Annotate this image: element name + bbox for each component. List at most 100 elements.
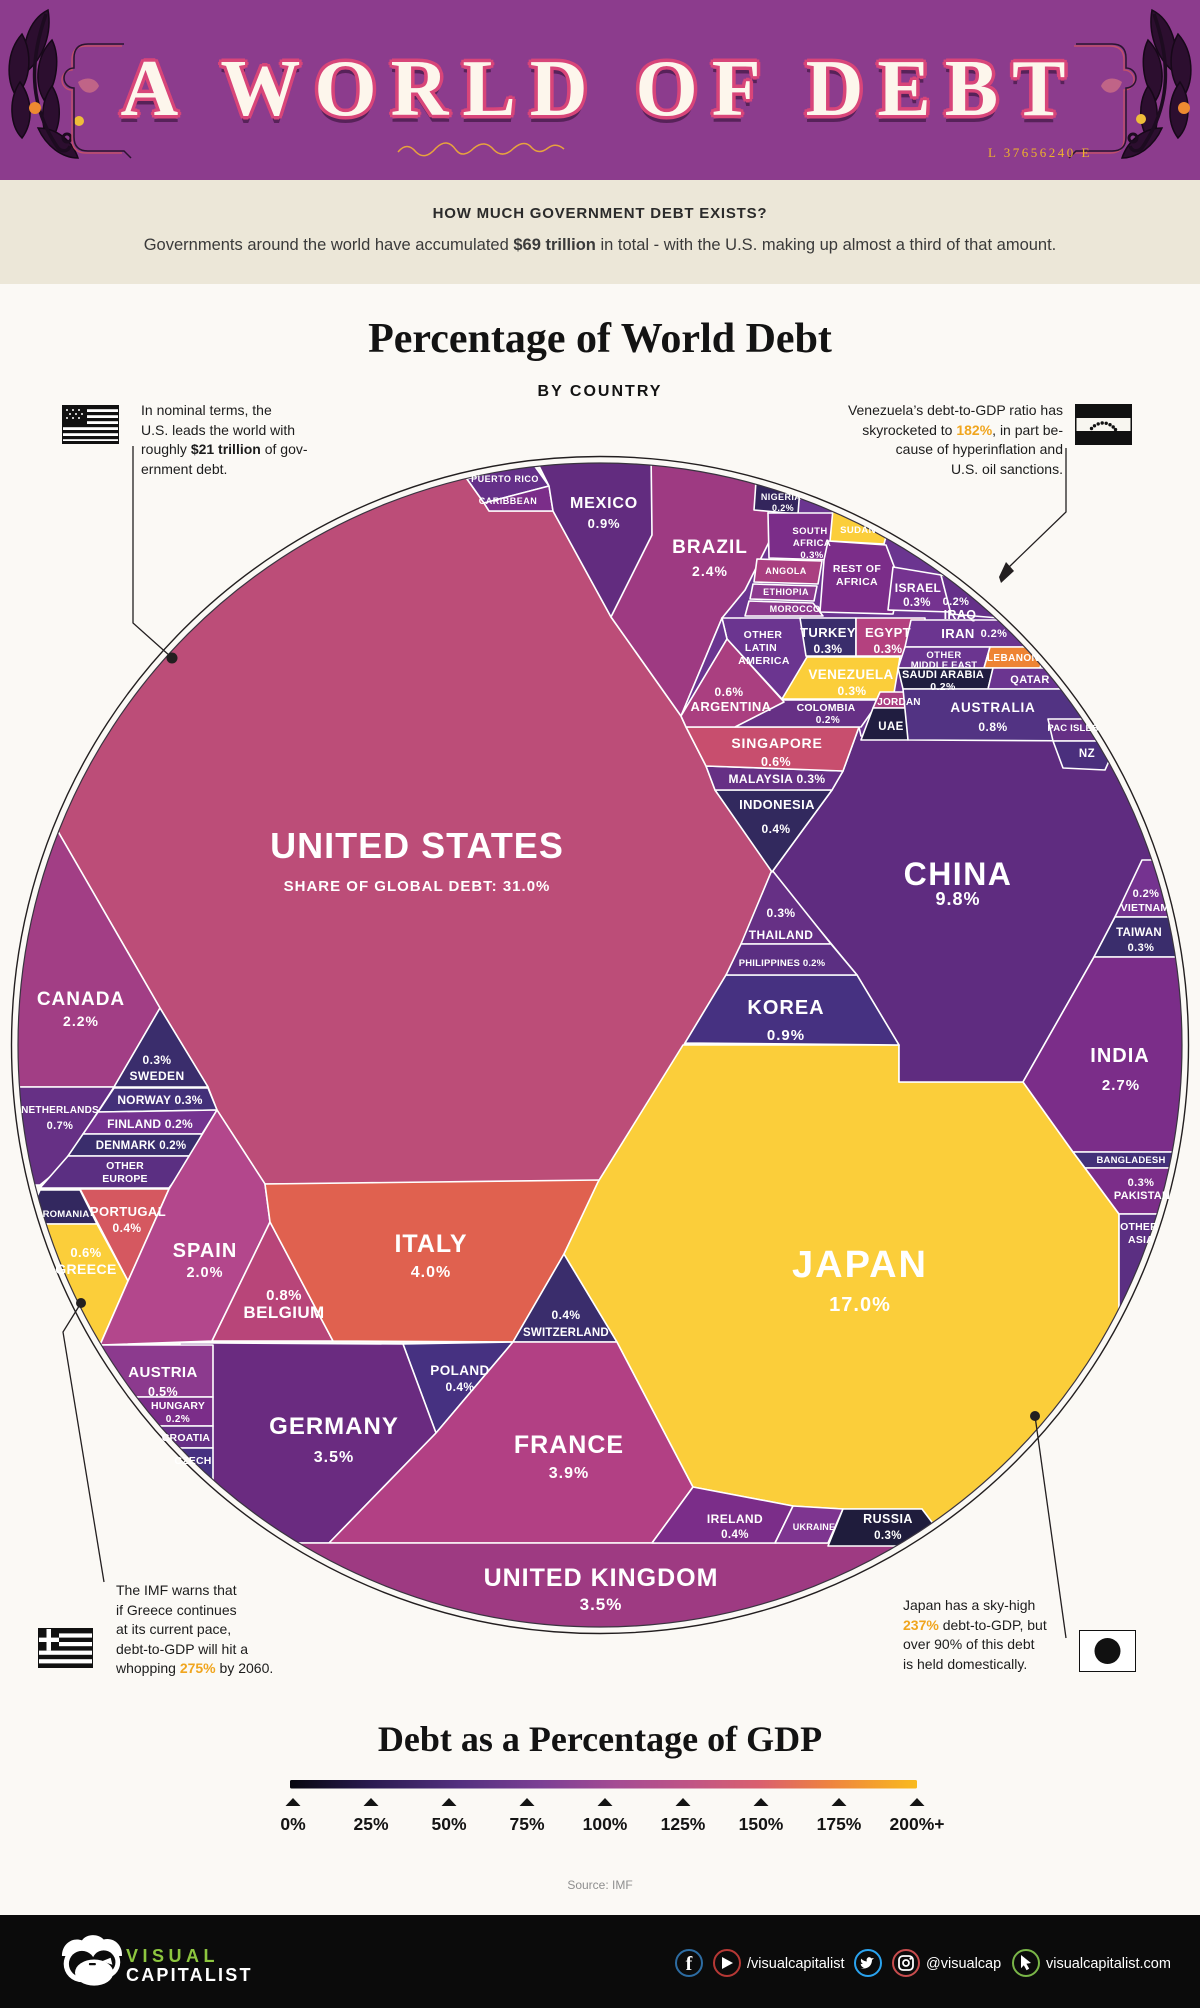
svg-text:UNITED STATES: UNITED STATES — [270, 825, 564, 866]
svg-text:50%: 50% — [431, 1814, 466, 1834]
svg-text:RUSSIA: RUSSIA — [863, 1512, 913, 1526]
svg-text:0.8%: 0.8% — [266, 1287, 302, 1304]
svg-text:2.2%: 2.2% — [63, 1013, 99, 1029]
svg-text:OTHER: OTHER — [744, 629, 783, 641]
svg-text:VENEZUELA: VENEZUELA — [808, 667, 893, 682]
svg-text:ASIA: ASIA — [1128, 1234, 1154, 1246]
svg-text:PAKISTAN: PAKISTAN — [1114, 1190, 1170, 1202]
svg-text:0.3%: 0.3% — [143, 1053, 172, 1067]
svg-text:17.0%: 17.0% — [829, 1294, 891, 1316]
svg-text:CANADA: CANADA — [37, 989, 125, 1010]
svg-text:MIDDLE EAST: MIDDLE EAST — [911, 660, 978, 671]
svg-text:IRAN: IRAN — [941, 626, 974, 641]
svg-text:AMERICA: AMERICA — [738, 655, 790, 667]
svg-text:SHARE OF GLOBAL DEBT: 31.0%: SHARE OF GLOBAL DEBT: 31.0% — [284, 878, 551, 895]
svg-text:LATIN: LATIN — [745, 642, 777, 654]
svg-text:0.2%: 0.2% — [1133, 888, 1160, 900]
svg-text:0.3%: 0.3% — [800, 550, 823, 561]
svg-text:MOROCCO: MOROCCO — [770, 604, 821, 614]
svg-text:2.0%: 2.0% — [186, 1265, 223, 1281]
svg-text:0.2%: 0.2% — [930, 681, 956, 693]
svg-text:COLOMBIA: COLOMBIA — [797, 702, 856, 714]
svg-text:0.8%: 0.8% — [978, 720, 1007, 734]
svg-text:0.2%: 0.2% — [816, 715, 840, 726]
svg-text:UKRAINE: UKRAINE — [793, 1522, 835, 1532]
svg-text:PHILIPPINES 0.2%: PHILIPPINES 0.2% — [739, 958, 826, 969]
svg-text:IRAQ: IRAQ — [944, 608, 977, 622]
svg-text:0.2%: 0.2% — [772, 503, 794, 513]
svg-text:175%: 175% — [817, 1814, 862, 1834]
svg-text:4.0%: 4.0% — [411, 1264, 451, 1281]
svg-text:QATAR: QATAR — [1010, 674, 1049, 686]
svg-text:HUNGARY: HUNGARY — [151, 1400, 205, 1412]
svg-text:150%: 150% — [739, 1814, 784, 1834]
svg-text:BRAZIL: BRAZIL — [672, 537, 748, 558]
svg-text:NORWAY 0.3%: NORWAY 0.3% — [117, 1093, 202, 1107]
svg-text:25%: 25% — [353, 1814, 388, 1834]
svg-text:UNITED KINGDOM: UNITED KINGDOM — [484, 1564, 719, 1592]
svg-text:OTHER: OTHER — [1120, 1221, 1158, 1233]
svg-text:EUROPE: EUROPE — [102, 1173, 148, 1185]
svg-text:75%: 75% — [509, 1814, 544, 1834]
svg-text:AUSTRIA: AUSTRIA — [128, 1364, 197, 1381]
svg-text:3.9%: 3.9% — [549, 1465, 589, 1482]
svg-text:0.4%: 0.4% — [762, 822, 791, 836]
svg-text:POLAND: POLAND — [430, 1363, 489, 1378]
svg-text:0.3%: 0.3% — [767, 906, 796, 920]
svg-text:200%+: 200%+ — [890, 1814, 945, 1834]
svg-text:BANGLADESH: BANGLADESH — [1096, 1155, 1165, 1166]
svg-text:0.4%: 0.4% — [552, 1308, 581, 1322]
svg-text:0.3%: 0.3% — [838, 684, 867, 698]
svg-text:CARIBBEAN: CARIBBEAN — [479, 496, 538, 506]
svg-text:3.5%: 3.5% — [314, 1449, 354, 1466]
svg-text:0.3%: 0.3% — [1128, 1177, 1155, 1189]
svg-text:SUDAN: SUDAN — [840, 525, 876, 536]
svg-text:CROATIA: CROATIA — [162, 1432, 211, 1444]
svg-text:JAPAN: JAPAN — [792, 1244, 928, 1286]
svg-text:NZ: NZ — [1079, 748, 1095, 760]
svg-text:VISUAL: VISUAL — [126, 1946, 219, 1966]
svg-text:FINLAND 0.2%: FINLAND 0.2% — [107, 1117, 193, 1131]
svg-text:0.6%: 0.6% — [715, 685, 744, 699]
svg-text:0.2%: 0.2% — [943, 596, 970, 608]
svg-text:0%: 0% — [280, 1814, 306, 1834]
svg-text:ROMANIA: ROMANIA — [43, 1209, 90, 1220]
svg-text:CAPITALIST: CAPITALIST — [126, 1965, 253, 1985]
svg-text:0.9%: 0.9% — [767, 1027, 805, 1044]
svg-text:THAILAND: THAILAND — [749, 928, 814, 942]
svg-text:PUERTO RICO: PUERTO RICO — [471, 474, 539, 484]
svg-text:CHINA: CHINA — [904, 856, 1013, 892]
svg-text:INDONESIA: INDONESIA — [739, 797, 815, 812]
svg-text:0.2%: 0.2% — [166, 1414, 190, 1425]
svg-text:2.4%: 2.4% — [692, 563, 728, 579]
svg-text:MALAYSIA 0.3%: MALAYSIA 0.3% — [728, 772, 825, 786]
svg-text:0.6%: 0.6% — [761, 755, 791, 769]
svg-text:FRANCE: FRANCE — [514, 1431, 624, 1459]
svg-text:LEBANON: LEBANON — [987, 653, 1039, 664]
svg-text:PAC ISLES: PAC ISLES — [1047, 723, 1098, 734]
svg-text:NETHERLANDS: NETHERLANDS — [21, 1105, 99, 1116]
svg-text:/visualcapitalist: /visualcapitalist — [747, 1956, 845, 1972]
svg-text:NIGERIA: NIGERIA — [761, 492, 801, 502]
svg-text:ANGOLA: ANGOLA — [765, 566, 806, 576]
svg-text:f: f — [686, 1953, 693, 1975]
svg-text:0.2%: 0.2% — [981, 628, 1008, 640]
svg-text:OTHER: OTHER — [106, 1160, 144, 1172]
svg-text:@visualcap: @visualcap — [926, 1956, 1001, 1972]
svg-text:OTHER: OTHER — [926, 650, 961, 661]
svg-text:PORTUGAL: PORTUGAL — [90, 1204, 166, 1219]
svg-text:125%: 125% — [661, 1814, 706, 1834]
svg-text:KOREA: KOREA — [747, 997, 824, 1019]
svg-text:AUSTRALIA: AUSTRALIA — [950, 700, 1035, 715]
svg-text:0.3%: 0.3% — [1128, 942, 1155, 954]
svg-text:SINGAPORE: SINGAPORE — [731, 735, 822, 751]
svg-text:9.8%: 9.8% — [935, 889, 980, 909]
svg-text:ISRAEL: ISRAEL — [895, 581, 941, 595]
svg-text:GREECE: GREECE — [55, 1261, 117, 1277]
svg-text:INDIA: INDIA — [1090, 1045, 1149, 1067]
svg-text:SWITZERLAND: SWITZERLAND — [523, 1327, 609, 1339]
svg-text:100%: 100% — [583, 1814, 628, 1834]
svg-text:0.3%: 0.3% — [874, 1530, 902, 1542]
svg-text:SAUDI ARABIA: SAUDI ARABIA — [902, 669, 984, 681]
svg-text:0.4%: 0.4% — [113, 1221, 142, 1235]
